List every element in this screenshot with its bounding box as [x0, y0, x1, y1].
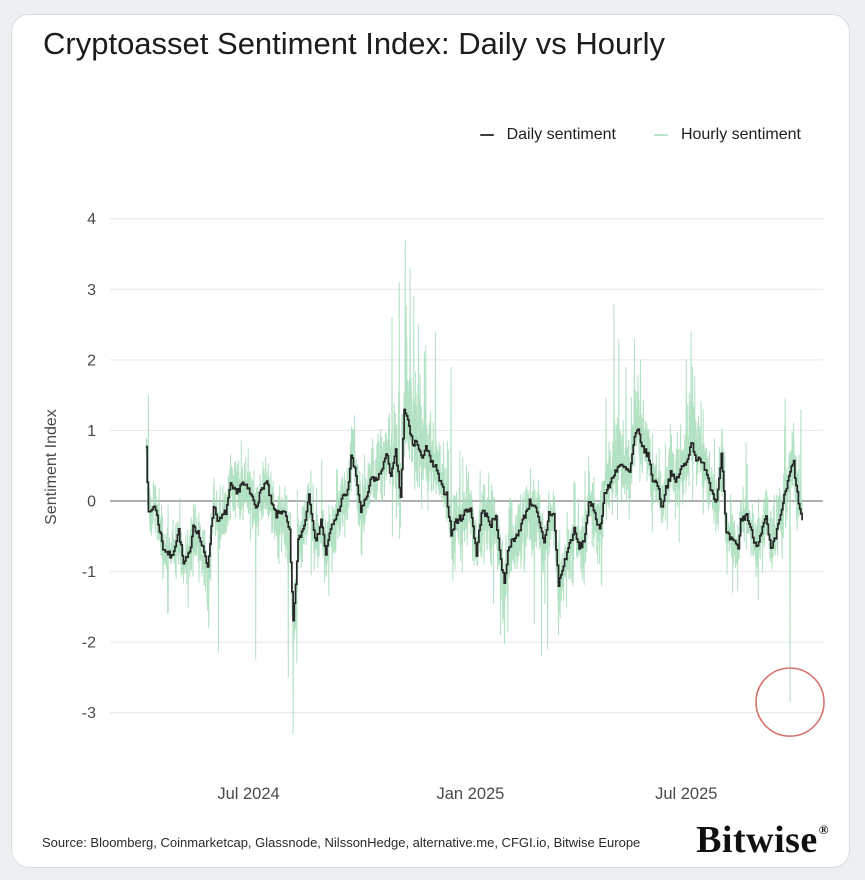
y-tick-label: -1 — [82, 564, 96, 581]
bitwise-wordmark: Bitwise — [696, 819, 818, 861]
page-title: Cryptoasset Sentiment Index: Daily vs Ho… — [43, 26, 665, 61]
chart-legend: Daily sentiment Hourly sentiment — [479, 126, 801, 144]
legend-item-hourly: Hourly sentiment — [653, 126, 801, 144]
bitwise-logo: Bitwise® — [696, 821, 829, 859]
registered-mark: ® — [818, 822, 829, 837]
y-tick-label: 4 — [87, 211, 96, 228]
y-tick-label: 2 — [87, 352, 96, 369]
legend-item-daily: Daily sentiment — [479, 126, 616, 144]
source-note: Source: Bloomberg, Coinmarketcap, Glassn… — [42, 835, 641, 850]
y-axis-title: Sentiment Index — [43, 409, 60, 525]
y-axis: 4 3 2 1 0 -1 -2 -3 — [82, 211, 823, 722]
y-tick-label: 1 — [87, 423, 96, 440]
y-tick-label: -3 — [82, 705, 96, 722]
y-tick-label: -2 — [82, 635, 96, 652]
daily-sentiment-series — [146, 408, 803, 622]
chart-card: Cryptoasset Sentiment Index: Daily vs Ho… — [11, 14, 850, 868]
daily-line-swatch — [479, 133, 494, 137]
legend-label-hourly: Hourly sentiment — [680, 126, 801, 143]
x-axis: Jul 2024 Jan 2025 Jul 2025 — [217, 785, 717, 803]
y-tick-label: 3 — [87, 282, 96, 299]
sentiment-chart: 4 3 2 1 0 -1 -2 -3 Jul 2024 Jan 2025 Jul 2025 Senti… — [43, 211, 825, 803]
legend-label-daily: Daily sentiment — [506, 126, 616, 143]
x-tick-label: Jan 2025 — [436, 785, 504, 803]
x-tick-label: Jul 2025 — [655, 785, 717, 803]
hourly-line-swatch — [653, 133, 668, 137]
chart-footer: Source: Bloomberg, Coinmarketcap, Glassn… — [42, 813, 829, 859]
x-tick-label: Jul 2024 — [217, 785, 279, 803]
highlight-circle-annotation — [755, 667, 825, 737]
hourly-sentiment-series — [145, 239, 803, 734]
y-tick-label: 0 — [87, 494, 96, 511]
